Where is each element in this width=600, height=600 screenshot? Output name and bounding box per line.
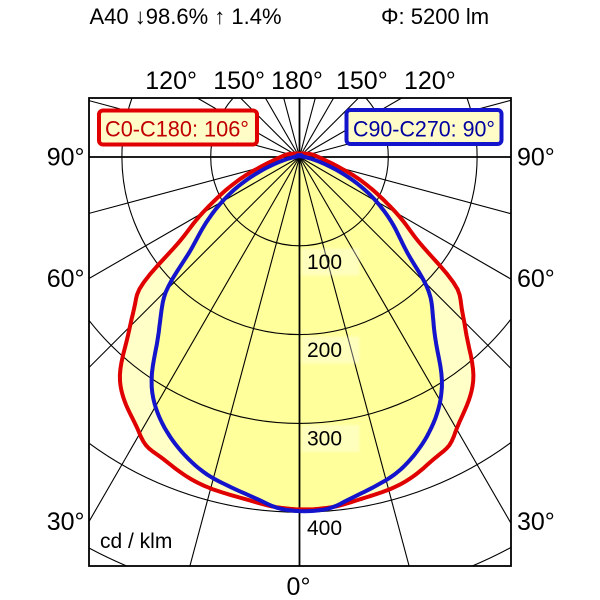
svg-text:150°: 150°	[336, 67, 388, 95]
svg-text:cd / klm: cd / klm	[100, 530, 172, 553]
svg-text:90°: 90°	[517, 144, 555, 172]
svg-text:400: 400	[307, 517, 342, 540]
svg-text:100: 100	[307, 251, 342, 274]
svg-text:180°: 180°	[271, 67, 323, 95]
svg-text:A40 ↓98.6% ↑ 1.4%: A40 ↓98.6% ↑ 1.4%	[90, 4, 282, 29]
svg-text:C0-C180: 106°: C0-C180: 106°	[105, 117, 249, 142]
svg-text:300: 300	[307, 428, 342, 451]
svg-text:120°: 120°	[404, 67, 456, 95]
svg-text:60°: 60°	[47, 265, 85, 293]
svg-text:90°: 90°	[47, 144, 85, 172]
svg-text:120°: 120°	[145, 67, 197, 95]
svg-text:200: 200	[307, 339, 342, 362]
svg-text:Φ: 5200 lm: Φ: 5200 lm	[381, 4, 489, 29]
svg-text:60°: 60°	[517, 265, 555, 293]
svg-text:30°: 30°	[47, 508, 85, 536]
svg-text:30°: 30°	[517, 508, 555, 536]
svg-text:C90-C270: 90°: C90-C270: 90°	[353, 117, 495, 142]
svg-text:0°: 0°	[287, 573, 311, 600]
svg-text:150°: 150°	[213, 67, 265, 95]
